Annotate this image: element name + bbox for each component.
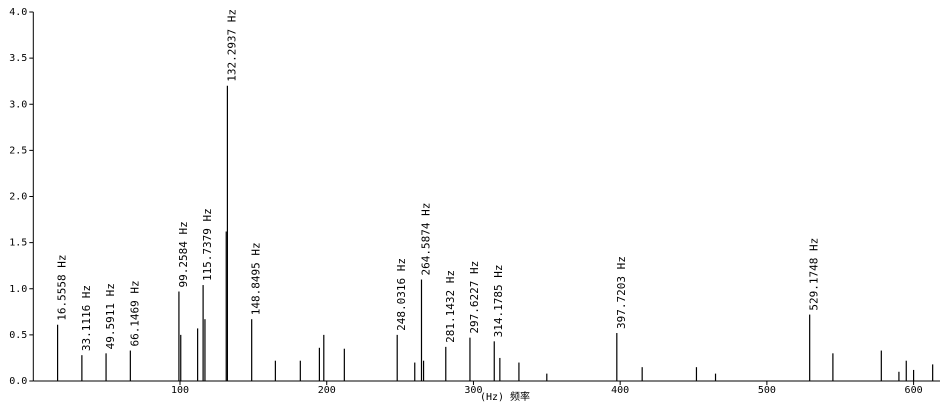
- peak-label: 281.1432 Hz: [444, 270, 457, 343]
- peak-label: 99.2584 Hz: [177, 221, 190, 287]
- peak-label: 529.1748 Hz: [808, 238, 821, 311]
- x-tick-label: 400: [611, 385, 629, 396]
- x-tick-label: 300: [464, 385, 482, 396]
- y-tick-label: 3.0: [9, 99, 27, 110]
- x-tick-label: 200: [318, 385, 336, 396]
- y-tick-label: 1.0: [9, 284, 27, 295]
- peak-label: 49.5911 Hz: [104, 283, 117, 349]
- peak-label: 264.5874 Hz: [419, 203, 432, 276]
- peak-label: 397.7203 Hz: [615, 256, 628, 329]
- y-tick-label: 0.0: [9, 376, 27, 387]
- peak-label: 66.1469 Hz: [128, 280, 141, 346]
- x-tick-label: 500: [758, 385, 776, 396]
- y-tick-label: 3.5: [9, 53, 27, 64]
- y-tick-label: 0.5: [9, 330, 27, 341]
- x-tick-label: 100: [171, 385, 189, 396]
- y-tick-label: 2.5: [9, 145, 27, 156]
- peak-label: 115.7379 Hz: [201, 208, 214, 281]
- peak-label: 248.0316 Hz: [395, 258, 408, 331]
- peak-label: 132.2937 Hz: [225, 9, 238, 82]
- peak-label: 314.1785 Hz: [492, 264, 505, 337]
- y-tick-label: 4.0: [9, 7, 27, 18]
- peak-label: 297.6227 Hz: [468, 261, 481, 334]
- x-tick-label: 600: [905, 385, 923, 396]
- x-axis-label: (Hz) 频率: [480, 390, 530, 403]
- y-tick-label: 2.0: [9, 192, 27, 203]
- y-tick-label: 1.5: [9, 238, 27, 249]
- peak-label: 33.1116 Hz: [80, 285, 93, 351]
- peak-label: 16.5558 Hz: [56, 254, 69, 320]
- peak-label: 148.8495 Hz: [250, 242, 263, 315]
